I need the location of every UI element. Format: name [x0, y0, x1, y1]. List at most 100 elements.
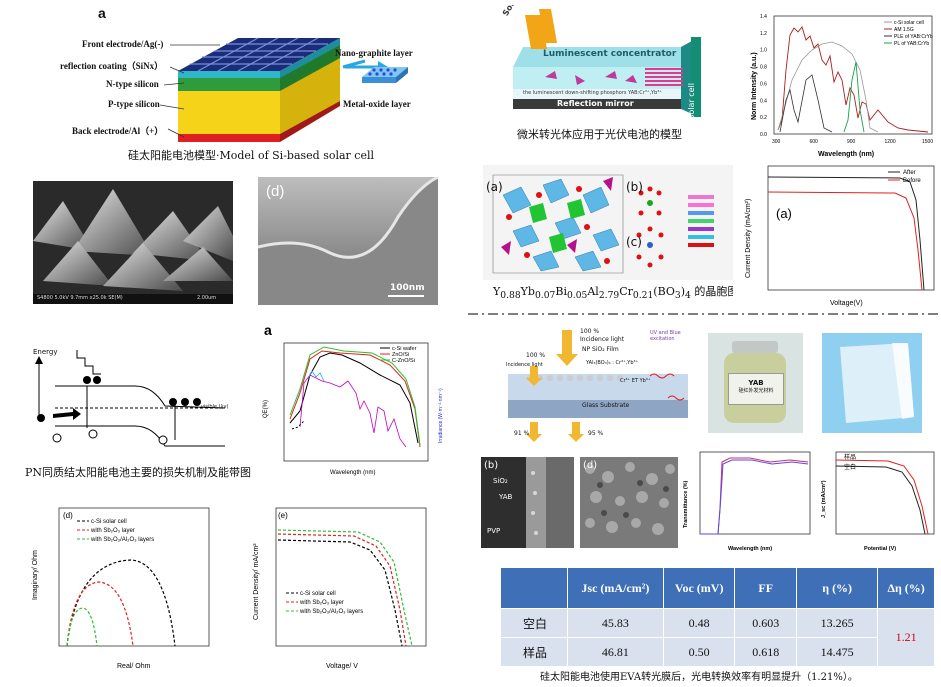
eis-ylabel: Imaginary/ Ohm [32, 550, 39, 600]
jv-letter: (a) [776, 206, 792, 221]
qe-y2label: Irradiance (W·m⁻²·nm⁻¹) [438, 388, 444, 443]
label-anti-reflection: Anti-reflection coating（SiNx） [60, 61, 164, 71]
qe-series-csi [289, 352, 419, 444]
sem2-label-d: (d) [583, 460, 598, 471]
jp-legend-blank: 空白 [844, 463, 856, 471]
spectrum-xtick: 900 [847, 139, 856, 145]
spectrum-series-csi [777, 41, 879, 133]
caption-si-model: 硅太阳能电池模型·Model of Si-based solar cell [128, 149, 375, 162]
label-p-type: P-type silicon [108, 99, 160, 109]
spectrum-legend-0: c-Si solar cell [894, 20, 924, 26]
qe-xlabel: Wavelength (nm) [330, 470, 375, 476]
table-cell: 13.265 [796, 608, 879, 638]
table-cell: 0.48 [662, 608, 736, 638]
table-header-delta: Δη (%) [877, 567, 935, 609]
label-back-electrode: Back electrode/Al（+） [72, 126, 164, 136]
table-cell: 样品 [500, 637, 568, 667]
caption-eva-result: 硅太阳能电池使用EVA转光膜后，光电转换效率有明显提升（1.21%）。 [540, 672, 858, 683]
eis-xlabel: Real/ Ohm [117, 663, 151, 670]
qe-legend-1: ZnO/Si [392, 352, 409, 358]
qe-letter: a [264, 323, 272, 338]
qe-legend-2: C-ZnO/Si [392, 358, 415, 364]
eis-series-sbal [66, 607, 98, 647]
solar-cell-stack-illustration [159, 37, 408, 142]
sem2-label-yab: YAB [499, 493, 513, 501]
label-n-type: N-type silicon [106, 79, 159, 89]
label-metal-oxide: Metal-oxide layer [343, 99, 411, 109]
eva-label-incidence-left: Incidence light [506, 362, 543, 368]
spectrum-ytick: 0.0 [760, 132, 767, 138]
jv2-letter: (e) [278, 511, 288, 520]
jv2-series-csi [277, 539, 403, 647]
jar-lid [732, 341, 778, 353]
caption-lsc-model: 微米转光体应用于光伏电池的模型 [517, 128, 682, 141]
jar-label-line1: YAB [748, 379, 764, 387]
spectrum-xlabel: Wavelength (nm) [818, 151, 874, 158]
lsc-mirror-label: Reflection mirror [557, 99, 634, 108]
eis-series-csi [66, 559, 176, 647]
sem-crosssection-image: (b) SiO₂ YAB PVP [481, 457, 574, 548]
spectrum-xtick: 1500 [922, 139, 933, 145]
sem-pyramids-image: S4800 5.0kV 9.7mm x25.0k SE(M) 2.00um [33, 181, 233, 304]
table-cell: 45.83 [566, 608, 665, 638]
crystal-legend [688, 195, 714, 247]
spectrum-series-pl [843, 61, 865, 133]
eva-label-100-left: 100 % [526, 352, 546, 359]
jv-ylabel: Current Density (mA/cm²) [745, 199, 752, 278]
table-header-ff: FF [734, 567, 798, 609]
spectrum-ytick: 1.2 [760, 31, 767, 37]
spectrum-ytick: 0.8 [760, 65, 767, 71]
jsc-potential-chart: 样品 空白 Potential (V) J_sc (mA/cm²) [820, 451, 935, 552]
spectrum-ylabel: Norm Intensity (a.u.) [751, 52, 758, 120]
table-row: 样品 46.81 0.50 0.618 14.475 [500, 637, 935, 667]
jp-xlabel: Potential (V) [864, 546, 896, 552]
jv2-legend-1: with Sb₂O₃ layer [299, 600, 344, 606]
eva-label-91: 91 % [514, 430, 530, 437]
sem-crosssection-texture [481, 457, 574, 548]
eva-label-incidence-top: Incidence light [580, 336, 625, 343]
spectrum-legend-3: PL of YAB:CrYb [894, 41, 929, 47]
trans-series-b [700, 459, 809, 535]
table-cell: 14.475 [796, 637, 879, 667]
eis-legend-0: c-Si solar cell [91, 519, 127, 525]
solar-cell-model-panel: a Front electrode/Ag(-) Anti-r [60, 5, 440, 167]
jar-label-line2: 硅红外发光材料 [738, 388, 774, 394]
spectrum-ytick: 1.4 [760, 14, 767, 20]
caption-crystal: Y0.88Yb0.07Bi0.05Al2.79Cr0.21(BO3)4 的晶胞图… [493, 285, 733, 302]
jp-legend-sample: 样品 [844, 453, 856, 461]
band-diagram-panel: Energy visible (λv) PN同质结太阳能电池主要的损失机制及能带… [25, 328, 255, 478]
jv2-series-sbal [277, 529, 413, 647]
table-cell: 空白 [500, 608, 568, 638]
eis-chart: (d) c-Si solar cell with Sb₂O₃ layer wit… [32, 507, 210, 670]
eva-film-photo [822, 333, 922, 433]
eva-label-excitation: UV and Blue excitation [650, 330, 681, 342]
spectrum-xtick: 600 [810, 139, 819, 145]
sem2-label-sio2: SiO₂ [493, 477, 508, 485]
trans-xlabel: Wavelength (nm) [728, 546, 772, 552]
qe-series-irradiance [299, 374, 407, 448]
table-header-voc: Voc (mV) [662, 567, 736, 609]
jv2-legend-2: with Sb₂O₃/Al₂O₃ layers [299, 609, 363, 615]
jv2-legend-0: c-Si solar cell [300, 591, 336, 597]
trans-series-a [700, 457, 809, 535]
spectrum-legend-1: AM 1.5G [894, 27, 914, 33]
jsc-potential-chart-panel: 样品 空白 Potential (V) J_sc (mA/cm²) [818, 448, 938, 553]
spectrum-chart: 0.0 0.2 0.4 0.6 0.8 1.0 1.2 1.4 300 600 900 1200 150… [751, 14, 933, 158]
jar-label: YAB 硅红外发光材料 [728, 373, 784, 405]
table-header-jsc: Jsc (mA/cm²) [566, 567, 665, 609]
spectrum-series-ple [779, 74, 833, 133]
jv2-chart: (e) c-Si solar cell with Sb₂O₃ layer wit… [253, 507, 427, 670]
eva-label-95: 95 % [588, 430, 604, 437]
transmittance-chart: Wavelength (nm) Transmittance (%) [683, 451, 811, 552]
eva-label-100-top: 100 % [580, 328, 600, 335]
label-front-electrode: Front electrode/Ag(-) [82, 39, 164, 49]
sem2-label-pvp: PVP [487, 527, 501, 535]
spectrum-ytick: 0.6 [760, 81, 767, 87]
sem-left-scale: 2.00um [197, 295, 217, 301]
eis-letter: (d) [63, 511, 73, 520]
spectrum-legend-2: PLE of YAB:CrYb [894, 34, 933, 40]
yab-jar-photo: YAB 硅红外发光材料 [708, 333, 803, 433]
qe-series-zno [289, 350, 421, 448]
crystal-structure-illustration [483, 165, 733, 280]
crystal-label-b: (b) [626, 180, 643, 194]
